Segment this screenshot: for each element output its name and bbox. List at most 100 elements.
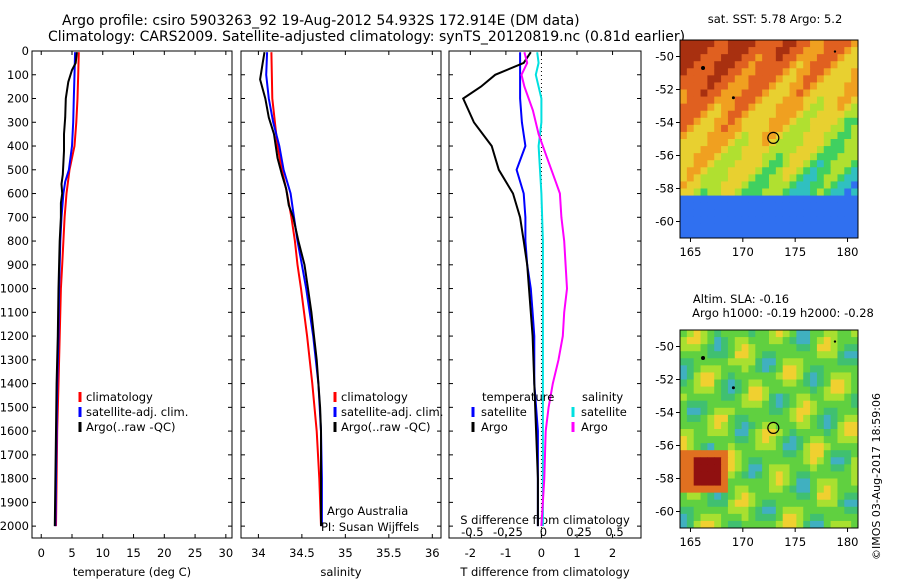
xtick-label-diff: -2: [465, 546, 476, 560]
map-ytick-label-sst: -60: [655, 215, 674, 229]
map-sst: [680, 40, 859, 239]
map-ytick-label-sla: -50: [655, 340, 674, 354]
ytick-label: 1200: [0, 329, 29, 343]
island-auckland-icon: [701, 66, 706, 71]
series-line-diff-0: [515, 52, 539, 527]
s-tick-label: 0: [540, 525, 547, 539]
ytick-label: 1600: [0, 424, 29, 438]
xtick-label-sal: 34: [251, 546, 266, 560]
legend-header-salinity: salinity: [582, 390, 623, 404]
series-line-temp-0: [55, 52, 80, 527]
legend-label-temp-1: satellite-adj. clim.: [86, 405, 188, 419]
ytick-label: 0: [22, 44, 29, 58]
map-ytick-label-sst: -56: [655, 149, 674, 163]
island-antipodes-icon: [833, 340, 837, 343]
series-line-temp-2: [53, 52, 78, 527]
map-xtick-label-sst: 175: [784, 245, 806, 259]
legend-label-diff-0: satellite: [481, 405, 527, 419]
xtick-label-temp: 30: [219, 546, 234, 560]
xlabel-sal: salinity: [320, 565, 361, 579]
xlabel-top-diff: S difference from climatology: [460, 513, 630, 527]
island-campbell-icon: [731, 96, 735, 100]
map-xtick-label-sla: 170: [732, 535, 754, 549]
ytick-label: 400: [7, 139, 29, 153]
ytick-label: 100: [7, 68, 29, 82]
ytick-label: 1700: [0, 448, 29, 462]
xtick-label-temp: 25: [188, 546, 203, 560]
sla-map-title: Altim. SLA: -0.16: [693, 292, 789, 306]
xtick-label-temp: 10: [95, 546, 110, 560]
ytick-label: 1400: [0, 377, 29, 391]
legend-label-temp-0: climatology: [86, 390, 153, 404]
xtick-label-diff: 0: [538, 546, 545, 560]
map-sla: [680, 330, 859, 529]
xtick-label-diff: -1: [500, 546, 511, 560]
island-campbell-icon: [731, 386, 735, 390]
ytick-label: 700: [7, 210, 29, 224]
island-antipodes-icon: [833, 50, 837, 53]
map-ytick-label-sst: -58: [655, 182, 674, 196]
map-ytick-label-sla: -56: [655, 439, 674, 453]
s-tick-label: 0.5: [605, 525, 623, 539]
ytick-label: 2000: [0, 519, 29, 533]
ytick-label: 200: [7, 92, 29, 106]
series-line-diff-2: [534, 52, 544, 527]
map-xtick-label-sst: 165: [679, 245, 701, 259]
island-auckland-icon: [701, 356, 706, 361]
xtick-label-temp: 0: [38, 546, 45, 560]
xtick-label-sal: 36: [425, 546, 440, 560]
map-ytick-label-sla: -54: [655, 406, 674, 420]
series-line-sal-2: [259, 52, 322, 527]
map-ytick-label-sla: -52: [655, 373, 674, 387]
ytick-label: 1500: [0, 400, 29, 414]
legend-header-temperature: temperature: [482, 390, 554, 404]
xtick-label-temp: 5: [68, 546, 75, 560]
ytick-label: 500: [7, 163, 29, 177]
ytick-label: 1000: [0, 282, 29, 296]
xtick-label-sal: 35: [338, 546, 353, 560]
s-tick-label: -0.5: [461, 525, 483, 539]
ytick-label: 300: [7, 115, 29, 129]
xlabel-diff: T difference from climatology: [459, 565, 630, 579]
ytick-label: 800: [7, 234, 29, 248]
ytick-label: 600: [7, 187, 29, 201]
panel-frame-sal: [240, 50, 442, 539]
xtick-label-temp: 20: [157, 546, 172, 560]
ytick-label: 1900: [0, 495, 29, 509]
argo-float-marker: [767, 131, 780, 144]
map-ytick-label-sla: -60: [655, 505, 674, 519]
panel-frame-temp: [31, 50, 233, 539]
xtick-label-sal: 35.5: [376, 546, 402, 560]
map-xtick-label-sla: 175: [784, 535, 806, 549]
legend-label-diff-1: Argo: [481, 420, 508, 434]
sst-map-title: sat. SST: 5.78 Argo: 5.2: [708, 12, 843, 26]
map-xtick-label-sla: 165: [679, 535, 701, 549]
ytick-label: 900: [7, 258, 29, 272]
legend-label-temp-2: Argo(..raw -QC): [86, 420, 176, 434]
xtick-label-sal: 34.5: [289, 546, 315, 560]
map-xtick-label-sst: 170: [732, 245, 754, 259]
ytick-label: 1100: [0, 305, 29, 319]
series-line-sal-0: [270, 52, 322, 527]
title-line-1: Argo profile: csiro 5903263_92 19-Aug-20…: [62, 13, 580, 29]
map-frame-sla: [679, 329, 859, 529]
map-ytick-label-sst: -52: [655, 83, 674, 97]
map-xtick-label-sst: 180: [837, 245, 859, 259]
argo-float-marker: [767, 421, 780, 434]
annotation-line-2: PI: Susan Wijffels: [321, 520, 419, 534]
panel-frame-diff: [448, 50, 642, 539]
xtick-label-diff: 1: [573, 546, 580, 560]
map-ytick-label-sst: -50: [655, 50, 674, 64]
legend-label-sal-2: Argo(..raw -QC): [341, 420, 431, 434]
sla-map-subtitle: Argo h1000: -0.19 h2000: -0.28: [692, 306, 874, 320]
title-line-2: Climatology: CARS2009. Satellite-adjuste…: [48, 29, 686, 45]
legend-label-sal-1: satellite-adj. clim.: [341, 405, 443, 419]
map-frame-sst: [679, 39, 859, 239]
xtick-label-temp: 15: [126, 546, 141, 560]
s-tick-label: 0.25: [566, 525, 592, 539]
series-line-diff-1: [461, 51, 539, 527]
ytick-label: 1300: [0, 353, 29, 367]
map-xtick-label-sla: 180: [837, 535, 859, 549]
series-line-diff-3: [520, 51, 569, 527]
